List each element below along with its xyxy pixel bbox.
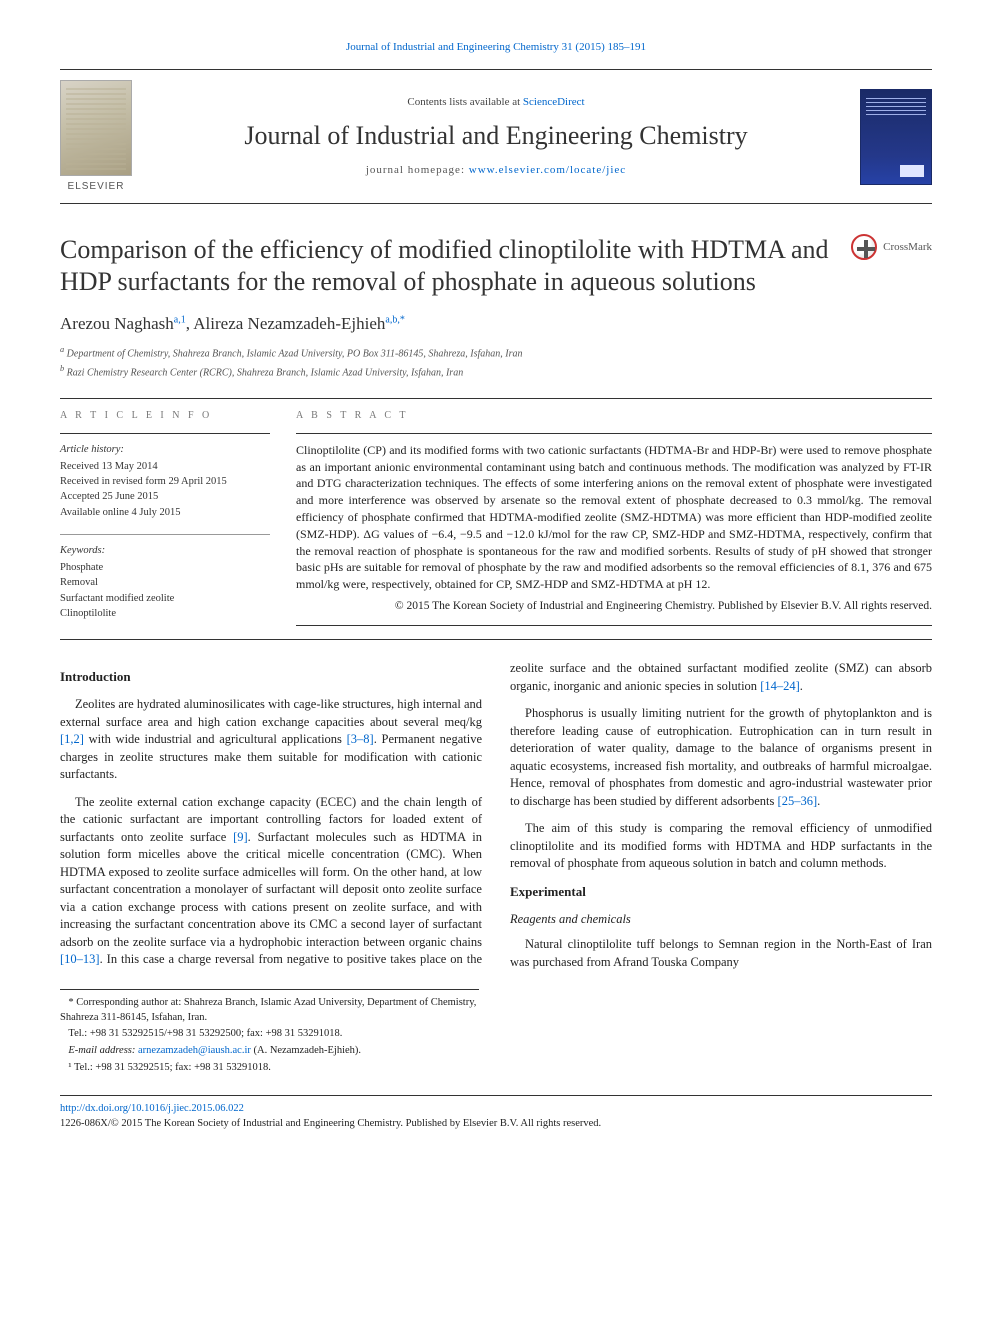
- homepage-pre: journal homepage:: [366, 164, 469, 176]
- text: . Surfactant molecules such as HDTMA in …: [60, 830, 482, 949]
- email-tail: (A. Nezamzadeh-Ejhieh).: [251, 1045, 361, 1056]
- corr-author-note: * Corresponding author at: Shahreza Bran…: [60, 996, 479, 1025]
- issn-line: 1226-086X/© 2015 The Korean Society of I…: [60, 1118, 601, 1129]
- ref-link[interactable]: [3–8]: [347, 732, 374, 746]
- email-link[interactable]: arnezamzadeh@iaush.ac.ir: [138, 1045, 251, 1056]
- bottom-bar: http://dx.doi.org/10.1016/j.jiec.2015.06…: [60, 1095, 932, 1131]
- authors: Arezou Naghasha,1, Alireza Nezamzadeh-Ej…: [60, 313, 932, 336]
- homepage-link[interactable]: www.elsevier.com/locate/jiec: [469, 164, 626, 176]
- history-line: Accepted 25 June 2015: [60, 489, 270, 504]
- history-line: Available online 4 July 2015: [60, 505, 270, 520]
- contents-line-pre: Contents lists available at: [407, 96, 522, 108]
- doi-link[interactable]: http://dx.doi.org/10.1016/j.jiec.2015.06…: [60, 1103, 244, 1114]
- keywords-head: Keywords:: [60, 543, 270, 558]
- homepage-line: journal homepage: www.elsevier.com/locat…: [150, 163, 842, 178]
- body-para: Natural clinoptilolite tuff belongs to S…: [510, 936, 932, 971]
- text: Phosphorus is usually limiting nutrient …: [510, 706, 932, 808]
- ref-link[interactable]: [1,2]: [60, 732, 84, 746]
- top-citation-link[interactable]: Journal of Industrial and Engineering Ch…: [346, 41, 646, 53]
- history-head: Article history:: [60, 442, 270, 457]
- keyword: Phosphate: [60, 560, 270, 575]
- affiliation-a: Department of Chemistry, Shahreza Branch…: [67, 348, 523, 359]
- journal-cover-thumb: [860, 89, 932, 185]
- author-2: , Alireza Nezamzadeh-Ejhieh: [186, 314, 386, 333]
- info-abstract-row: A R T I C L E I N F O Article history: R…: [60, 409, 932, 635]
- ref-link[interactable]: [25–36]: [778, 794, 818, 808]
- cover-thumbnail: [60, 80, 132, 176]
- ref-link[interactable]: [14–24]: [760, 679, 800, 693]
- affiliations: a Department of Chemistry, Shahreza Bran…: [60, 344, 932, 381]
- title-block: Comparison of the efficiency of modified…: [60, 234, 932, 296]
- crossmark-label: CrossMark: [883, 240, 932, 255]
- masthead: ELSEVIER Contents lists available at Sci…: [60, 69, 932, 205]
- author-1-aff[interactable]: a,1: [174, 314, 186, 325]
- text: Zeolites are hydrated aluminosilicates w…: [60, 697, 482, 729]
- rule-top: [60, 398, 932, 399]
- top-citation: Journal of Industrial and Engineering Ch…: [60, 40, 932, 55]
- ref-link[interactable]: [10–13]: [60, 952, 100, 966]
- body-para: Phosphorus is usually limiting nutrient …: [510, 705, 932, 810]
- masthead-center: Contents lists available at ScienceDirec…: [150, 95, 842, 178]
- author-1: Arezou Naghash: [60, 314, 174, 333]
- history-line: Received in revised form 29 April 2015: [60, 474, 270, 489]
- abstract: A B S T R A C T Clinoptilolite (CP) and …: [296, 409, 932, 635]
- text: .: [800, 679, 803, 693]
- experimental-head: Experimental: [510, 883, 932, 901]
- abstract-copyright: © 2015 The Korean Society of Industrial …: [296, 599, 932, 615]
- intro-head: Introduction: [60, 668, 482, 686]
- footnotes: * Corresponding author at: Shahreza Bran…: [60, 989, 479, 1075]
- crossmark[interactable]: CrossMark: [851, 234, 932, 260]
- abstract-head: A B S T R A C T: [296, 409, 932, 423]
- article-title: Comparison of the efficiency of modified…: [60, 234, 833, 296]
- email-line: E-mail address: arnezamzadeh@iaush.ac.ir…: [60, 1044, 479, 1059]
- rule-mid: [60, 639, 932, 640]
- sciencedirect-link[interactable]: ScienceDirect: [523, 96, 585, 108]
- article-info-head: A R T I C L E I N F O: [60, 409, 270, 423]
- keyword: Surfactant modified zeolite: [60, 591, 270, 606]
- elsevier-logo: ELSEVIER: [60, 80, 132, 194]
- publisher-wordmark: ELSEVIER: [68, 180, 125, 194]
- history-line: Received 13 May 2014: [60, 459, 270, 474]
- author-2-aff[interactable]: a,b,*: [385, 314, 404, 325]
- email-label: E-mail address:: [68, 1045, 138, 1056]
- journal-name: Journal of Industrial and Engineering Ch…: [150, 118, 842, 153]
- body-para: Zeolites are hydrated aluminosilicates w…: [60, 696, 482, 784]
- abstract-text: Clinoptilolite (CP) and its modified for…: [296, 442, 932, 593]
- footnote-1: ¹ Tel.: +98 31 53292515; fax: +98 31 532…: [60, 1061, 479, 1076]
- corr-tel: Tel.: +98 31 53292515/+98 31 53292500; f…: [60, 1027, 479, 1042]
- text: .: [817, 794, 820, 808]
- affiliation-b: Razi Chemistry Research Center (RCRC), S…: [67, 367, 464, 378]
- reagents-head: Reagents and chemicals: [510, 911, 932, 929]
- aff-sup-b: b: [60, 364, 64, 373]
- keyword: Removal: [60, 575, 270, 590]
- body: Introduction Zeolites are hydrated alumi…: [60, 660, 932, 975]
- aff-sup-a: a: [60, 345, 64, 354]
- ref-link[interactable]: [9]: [233, 830, 248, 844]
- crossmark-icon: [851, 234, 877, 260]
- contents-line: Contents lists available at ScienceDirec…: [150, 95, 842, 110]
- text: with wide industrial and agricultural ap…: [84, 732, 347, 746]
- article-info: A R T I C L E I N F O Article history: R…: [60, 409, 270, 635]
- body-para: The aim of this study is comparing the r…: [510, 820, 932, 873]
- keyword: Clinoptilolite: [60, 606, 270, 621]
